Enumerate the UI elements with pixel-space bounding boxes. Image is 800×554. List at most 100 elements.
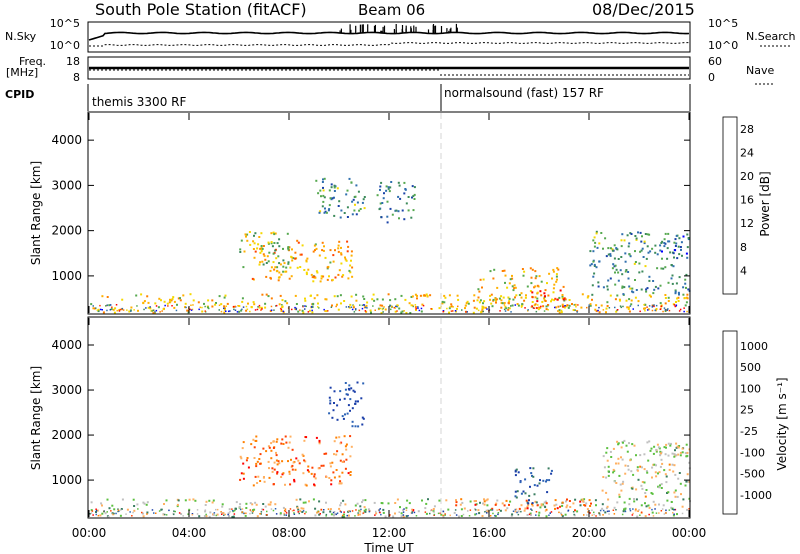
echo-cell xyxy=(389,299,392,302)
echo-cell xyxy=(687,238,690,241)
ground-echo-cell xyxy=(429,512,431,515)
ground-echo-cell xyxy=(466,311,468,313)
echo-cell xyxy=(658,471,661,474)
echo-cell xyxy=(328,412,331,415)
echo-cell xyxy=(147,306,150,309)
ground-echo-cell xyxy=(250,510,252,513)
ground-echo-cell xyxy=(262,508,265,511)
echo-cell xyxy=(352,306,355,309)
ground-echo-cell xyxy=(196,513,199,515)
echo-cell xyxy=(572,309,575,311)
echo-cell xyxy=(554,499,557,502)
echo-cell xyxy=(653,463,656,466)
ground-echo-cell xyxy=(393,306,395,309)
echo-cell xyxy=(494,503,497,506)
echo-cell xyxy=(354,504,357,507)
ground-echo-cell xyxy=(660,510,663,512)
echo-cell xyxy=(589,303,592,306)
echo-cell xyxy=(635,498,638,501)
echo-cell xyxy=(281,460,284,463)
ground-echo-cell xyxy=(224,513,226,516)
echo-cell xyxy=(179,297,181,300)
ground-echo-cell xyxy=(151,509,154,511)
ground-echo-cell xyxy=(359,304,361,306)
echo-cell xyxy=(348,269,351,272)
ground-echo-cell xyxy=(141,511,143,514)
echo-cell xyxy=(211,299,214,302)
echo-cell xyxy=(111,512,114,515)
echo-cell xyxy=(324,256,327,259)
echo-cell xyxy=(347,404,350,407)
ground-echo-cell xyxy=(325,513,328,516)
echo-cell xyxy=(568,304,571,307)
echo-cell xyxy=(194,499,197,502)
echo-cell xyxy=(281,438,284,441)
echo-cell xyxy=(273,242,276,244)
ground-echo-cell xyxy=(116,309,118,312)
echo-cell xyxy=(331,416,334,419)
echo-cell xyxy=(256,515,259,518)
echo-cell xyxy=(670,501,673,503)
echo-cell xyxy=(145,503,148,506)
echo-cell xyxy=(633,262,636,265)
echo-cell xyxy=(299,498,302,501)
echo-cell xyxy=(455,501,458,504)
echo-cell xyxy=(511,304,514,307)
echo-cell xyxy=(613,506,616,509)
echo-cell xyxy=(629,232,632,235)
echo-cell xyxy=(269,269,272,272)
echo-cell xyxy=(281,473,284,476)
echo-cell xyxy=(407,209,410,212)
echo-cell xyxy=(316,511,318,514)
echo-cell xyxy=(455,499,457,502)
echo-cell xyxy=(338,507,341,510)
ground-echo-cell xyxy=(608,510,610,512)
echo-cell xyxy=(395,209,398,212)
echo-cell xyxy=(443,294,446,297)
y-tick-label: 3000 xyxy=(51,178,82,192)
ground-echo-cell xyxy=(234,309,237,311)
echo-cell xyxy=(627,306,630,309)
echo-cell xyxy=(625,444,628,447)
echo-cell xyxy=(672,252,675,255)
echo-cell xyxy=(579,500,582,503)
ground-echo-cell xyxy=(241,308,243,311)
echo-cell xyxy=(649,250,652,253)
echo-cell xyxy=(317,192,320,195)
ground-echo-cell xyxy=(216,508,219,511)
echo-cell xyxy=(104,512,107,515)
echo-cell xyxy=(579,504,582,507)
echo-cell xyxy=(208,499,211,502)
ground-echo-cell xyxy=(467,510,469,512)
echo-cell xyxy=(344,388,347,391)
echo-cell xyxy=(241,447,244,450)
echo-cell xyxy=(644,502,646,505)
noise-left-tick-top: 10^5 xyxy=(50,17,80,30)
echo-cell xyxy=(677,453,680,456)
echo-cell xyxy=(606,459,609,462)
echo-cell xyxy=(598,311,601,314)
echo-cell xyxy=(604,511,607,514)
echo-cell xyxy=(290,275,293,278)
echo-cell xyxy=(356,502,359,505)
echo-cell xyxy=(373,299,376,302)
ground-echo-cell xyxy=(174,510,176,513)
echo-cell xyxy=(302,507,305,510)
ground-echo-cell xyxy=(411,512,413,514)
echo-cell xyxy=(362,382,365,385)
echo-cell xyxy=(662,267,665,270)
ground-echo-cell xyxy=(133,309,135,311)
echo-cell xyxy=(342,460,345,463)
echo-cell xyxy=(541,300,544,303)
echo-cell xyxy=(685,252,688,255)
echo-cell xyxy=(379,188,381,191)
ground-echo-cell xyxy=(672,512,674,514)
echo-cell xyxy=(274,249,277,252)
ground-echo-cell xyxy=(364,310,367,312)
echo-cell xyxy=(287,460,289,463)
echo-cell xyxy=(609,254,612,257)
echo-cell xyxy=(509,500,512,503)
ground-echo-cell xyxy=(118,310,121,312)
echo-cell xyxy=(312,280,315,283)
echo-cell xyxy=(495,502,498,505)
